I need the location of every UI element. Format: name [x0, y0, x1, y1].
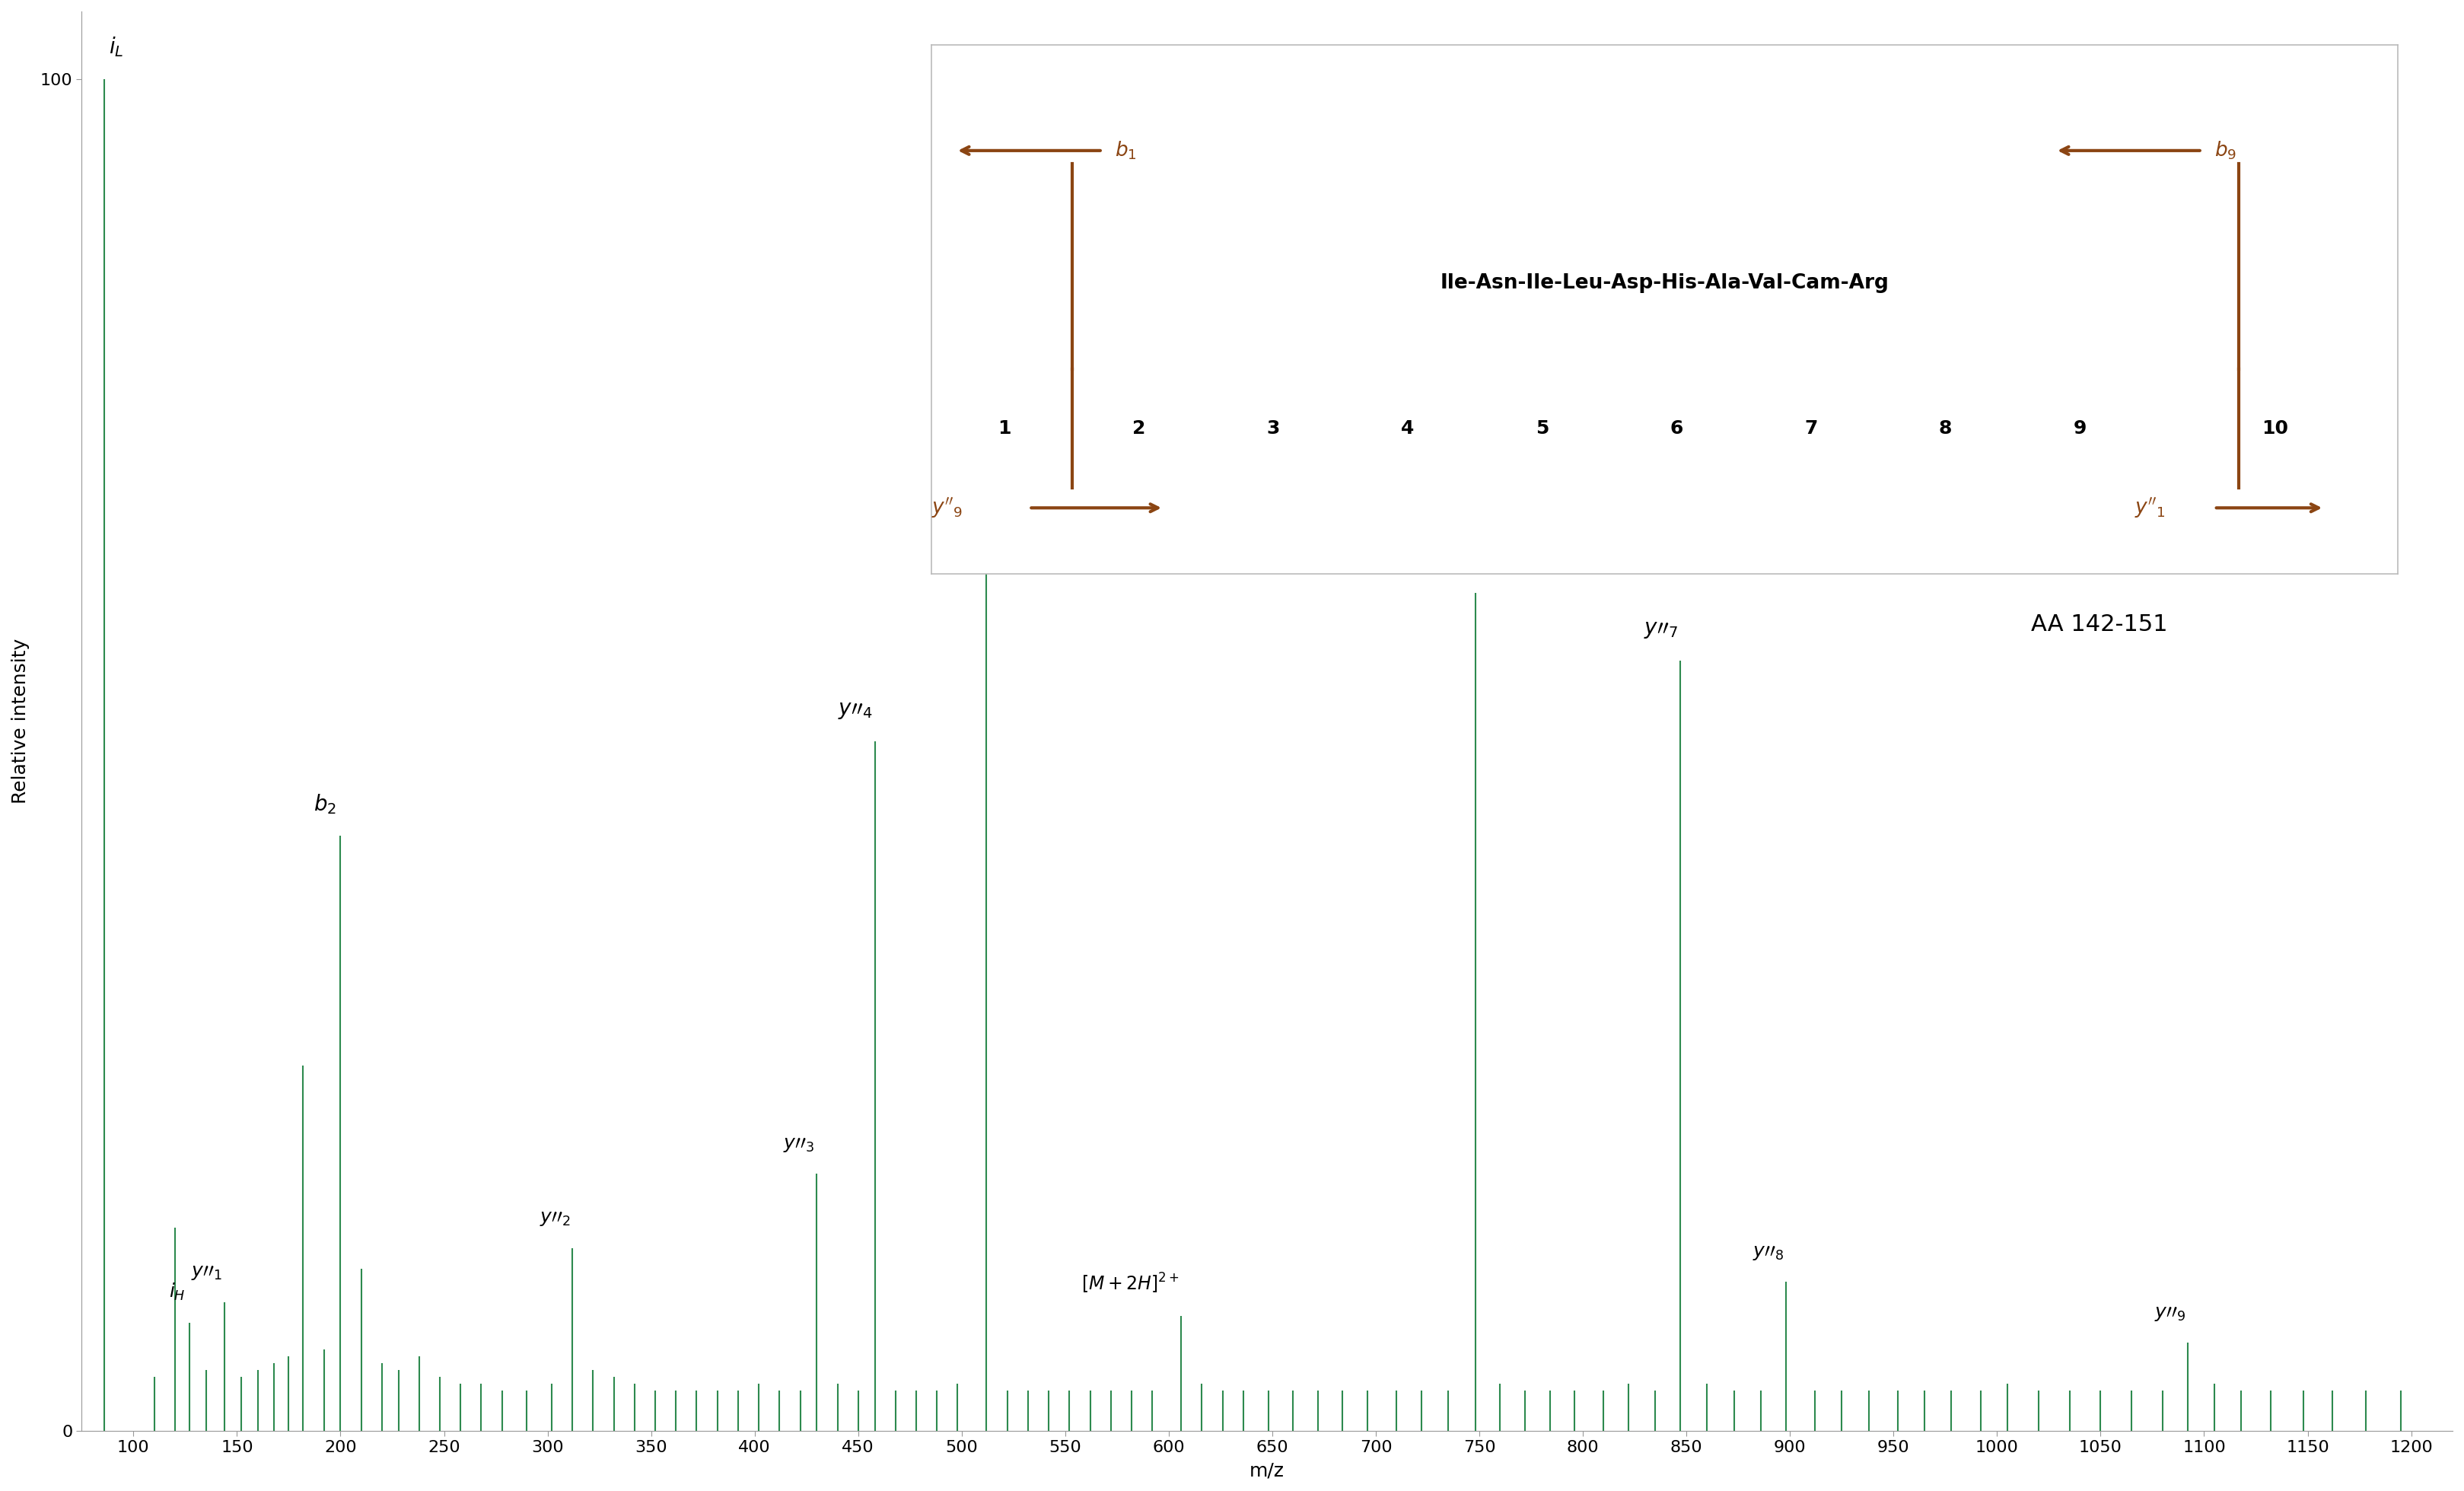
Text: $[M+2H]^{2+}$: $[M+2H]^{2+}$ — [1082, 1272, 1180, 1296]
Text: AA 142-151: AA 142-151 — [2030, 613, 2168, 635]
Text: $y''_1$: $y''_1$ — [2134, 495, 2166, 520]
Text: $y\prime\prime_5$: $y\prime\prime_5$ — [991, 104, 1025, 127]
Text: $y\prime\prime_9$: $y\prime\prime_9$ — [2154, 1305, 2186, 1323]
Text: 4: 4 — [1402, 419, 1414, 438]
Text: $i_H$: $i_H$ — [168, 1282, 185, 1302]
Text: 3.45e4: 3.45e4 — [2087, 531, 2168, 553]
Text: 7: 7 — [1804, 419, 1818, 438]
Text: $b_1$: $b_1$ — [1114, 140, 1136, 161]
Text: 1: 1 — [998, 419, 1010, 438]
Y-axis label: Relative intensity: Relative intensity — [12, 638, 30, 804]
Text: 9: 9 — [2072, 419, 2087, 438]
Text: 10: 10 — [2262, 419, 2289, 438]
Text: $y\prime\prime_7$: $y\prime\prime_7$ — [1643, 619, 1678, 640]
Text: $b_2$: $b_2$ — [313, 792, 338, 816]
Text: $y\prime\prime_4$: $y\prime\prime_4$ — [838, 699, 872, 722]
Text: $y\prime\prime_8$: $y\prime\prime_8$ — [1752, 1243, 1784, 1261]
Text: $y\prime\prime_1$: $y\prime\prime_1$ — [192, 1264, 222, 1282]
Text: 6: 6 — [1671, 419, 1683, 438]
Text: 5: 5 — [1535, 419, 1550, 438]
Text: $b_9$: $b_9$ — [2215, 140, 2237, 161]
Text: 8: 8 — [1939, 419, 1951, 438]
Text: m/z 605.79: m/z 605.79 — [2038, 449, 2168, 471]
Text: $i_L$: $i_L$ — [108, 36, 123, 58]
Text: 2: 2 — [1133, 419, 1146, 438]
Text: Ile-Asn-Ile-Leu-Asp-His-Ala-Val-Cam-Arg: Ile-Asn-Ile-Leu-Asp-His-Ala-Val-Cam-Arg — [1439, 273, 1890, 292]
X-axis label: m/z: m/z — [1249, 1461, 1284, 1479]
Text: 3: 3 — [1266, 419, 1281, 438]
Text: $y\prime\prime_6$: $y\prime\prime_6$ — [1439, 552, 1473, 573]
Text: $y''_9$: $y''_9$ — [931, 495, 963, 520]
Text: $y\prime\prime_3$: $y\prime\prime_3$ — [784, 1135, 816, 1154]
Text: $y\prime\prime_2$: $y\prime\prime_2$ — [540, 1209, 569, 1229]
Text: MS/MS [M+2H]$^{2+}$: MS/MS [M+2H]$^{2+}$ — [1966, 367, 2168, 394]
